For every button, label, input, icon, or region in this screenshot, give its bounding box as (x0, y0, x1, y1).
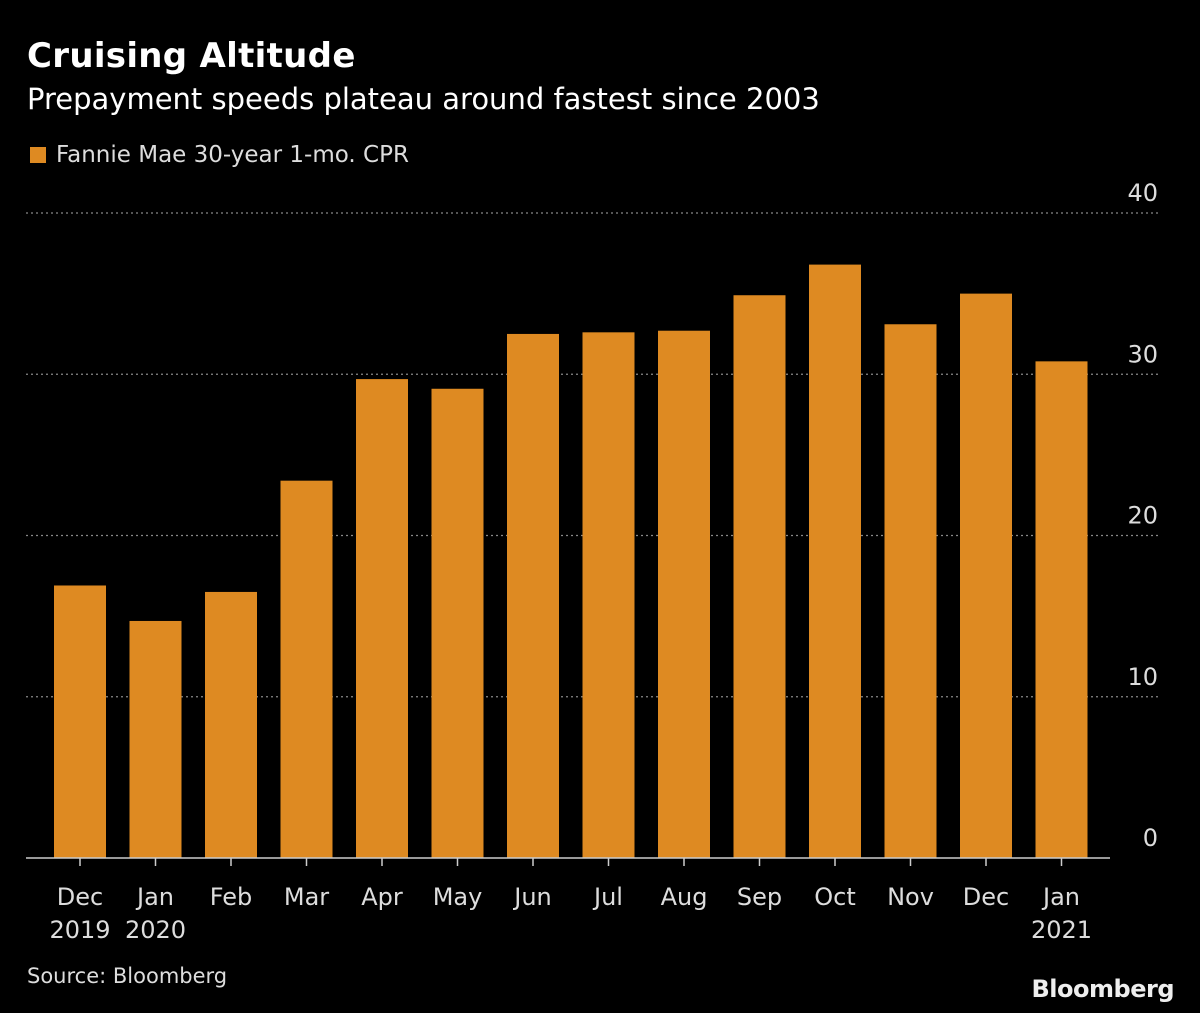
x-tick-label-year: 2019 (49, 916, 110, 944)
y-tick-label: 20 (1127, 502, 1158, 530)
legend-swatch (30, 147, 46, 163)
bar (356, 379, 408, 858)
bar (1035, 361, 1088, 858)
x-tick-label: Apr (361, 883, 403, 911)
bar (733, 295, 786, 858)
legend: Fannie Mae 30-year 1-mo. CPR (30, 142, 409, 168)
y-tick-label: 0 (1143, 824, 1158, 852)
bar (809, 264, 861, 859)
x-tick-label: Feb (210, 883, 253, 911)
y-tick-label: 40 (1127, 179, 1158, 207)
bar (431, 388, 484, 858)
source-note: Source: Bloomberg (27, 964, 228, 988)
x-tick-label: Jan (1041, 883, 1080, 911)
bar (884, 324, 937, 858)
x-tick-label: Aug (661, 883, 708, 911)
bar (507, 333, 559, 858)
bar (280, 480, 333, 858)
legend-label: Fannie Mae 30-year 1-mo. CPR (56, 142, 409, 168)
x-tick-label: Dec (963, 883, 1009, 911)
x-tick-label: Nov (887, 883, 934, 911)
x-tick-label: May (433, 883, 483, 911)
bar (54, 585, 106, 858)
x-tick-label: Sep (737, 883, 782, 911)
bar (582, 332, 635, 858)
x-tick-label: Jul (592, 883, 623, 911)
bar (205, 591, 257, 858)
x-tick-label-year: 2020 (125, 916, 186, 944)
y-tick-label: 10 (1127, 663, 1158, 691)
x-tick-label: Oct (814, 883, 856, 911)
x-tick-label: Jan (135, 883, 174, 911)
bar (129, 620, 182, 858)
y-tick-label: 30 (1127, 340, 1158, 368)
bar (960, 293, 1012, 858)
bloomberg-logo: Bloomberg (1031, 975, 1175, 1003)
chart-subtitle: Prepayment speeds plateau around fastest… (27, 82, 820, 116)
x-tick-label-year: 2021 (1031, 916, 1092, 944)
x-tick-label: Dec (57, 883, 103, 911)
bar (658, 330, 710, 858)
x-tick-label: Mar (284, 883, 329, 911)
chart-title: Cruising Altitude (27, 36, 356, 76)
x-tick-label: Jun (512, 883, 552, 911)
